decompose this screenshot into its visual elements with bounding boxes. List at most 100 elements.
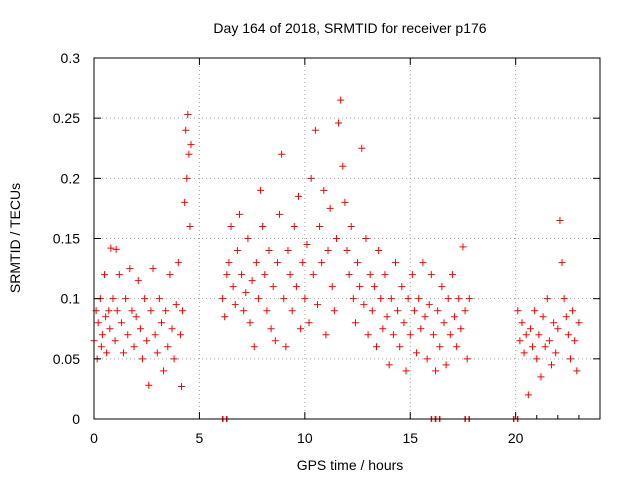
data-point [101, 271, 109, 279]
data-point [115, 271, 123, 279]
data-point [328, 283, 336, 291]
data-point [286, 271, 294, 279]
data-point [132, 313, 140, 321]
data-point [387, 295, 395, 303]
data-point [455, 295, 463, 303]
data-point [408, 271, 416, 279]
data-point [358, 144, 366, 152]
data-point [250, 343, 258, 351]
data-point [111, 337, 119, 345]
data-point [240, 307, 248, 315]
data-point [122, 295, 130, 303]
data-point [265, 247, 273, 255]
data-point [246, 319, 254, 327]
data-point [332, 235, 340, 242]
data-point [221, 313, 229, 321]
data-point [225, 259, 233, 267]
data-point [157, 319, 165, 327]
data-point [164, 343, 172, 351]
data-point [324, 247, 332, 255]
data-point [370, 283, 378, 291]
axis-ticks [93, 57, 601, 420]
data-point [543, 295, 551, 303]
data-point [461, 307, 469, 315]
data-point [184, 111, 192, 119]
data-point [364, 331, 372, 339]
data-point [375, 247, 383, 255]
data-point [147, 307, 155, 315]
x-tick-label: 15 [402, 430, 418, 446]
data-point [141, 295, 149, 303]
data-point [183, 174, 191, 182]
y-tick-label: 0.3 [61, 50, 81, 66]
data-point [440, 319, 448, 327]
data-point [326, 204, 334, 212]
data-point [427, 271, 435, 279]
data-point [290, 222, 298, 230]
data-point [105, 307, 113, 315]
data-point [526, 325, 534, 333]
data-point [518, 319, 526, 327]
data-point [558, 259, 566, 267]
x-tick-label: 20 [508, 430, 524, 446]
data-point [514, 307, 522, 315]
data-point [377, 295, 385, 303]
data-point [107, 244, 115, 252]
data-point [112, 245, 120, 253]
data-point [295, 192, 303, 200]
data-point [398, 283, 406, 291]
data-point [566, 355, 574, 363]
data-point [126, 265, 134, 273]
data-point [301, 295, 309, 303]
data-point [229, 283, 237, 291]
data-point [410, 307, 418, 315]
data-point [322, 331, 330, 339]
data-point [463, 355, 471, 363]
data-point [465, 295, 473, 303]
data-point [257, 186, 265, 194]
data-point [425, 301, 433, 309]
data-point [305, 319, 313, 327]
data-point [162, 307, 170, 315]
data-point [335, 119, 343, 127]
y-tick-label: 0.05 [53, 351, 80, 367]
data-point [413, 349, 421, 357]
data-point [254, 295, 262, 303]
data-point [446, 331, 454, 339]
data-point [423, 355, 431, 363]
data-point [231, 301, 239, 309]
data-point [252, 259, 260, 267]
data-point [362, 235, 370, 242]
data-point [128, 307, 136, 315]
data-point [539, 313, 547, 321]
data-point [415, 295, 423, 303]
data-point [136, 325, 144, 333]
data-point [303, 241, 311, 249]
data-point [541, 343, 549, 351]
data-point [313, 301, 321, 309]
data-point [263, 307, 271, 315]
data-point [120, 349, 128, 357]
data-point [339, 162, 347, 170]
data-point [299, 259, 307, 267]
chart-title: Day 164 of 2018, SRMTID for receiver p17… [213, 20, 486, 36]
data-point [535, 331, 543, 339]
data-point [417, 325, 425, 333]
data-point [548, 361, 556, 369]
data-point [524, 391, 532, 399]
data-point [94, 319, 102, 327]
data-point [238, 271, 246, 279]
data-point [318, 259, 326, 267]
data-point [181, 198, 189, 206]
data-point [233, 247, 241, 255]
data-point [360, 301, 368, 309]
data-point [160, 367, 168, 375]
data-point [117, 319, 125, 327]
data-point [381, 271, 389, 279]
tick-labels: 0 5 10 15 20 0 0.05 0.1 0.15 0.2 0.25 0.3 [53, 50, 524, 446]
data-point [343, 247, 351, 255]
y-tick-label: 0.1 [61, 291, 81, 307]
grid [94, 58, 600, 419]
data-point [170, 355, 178, 363]
